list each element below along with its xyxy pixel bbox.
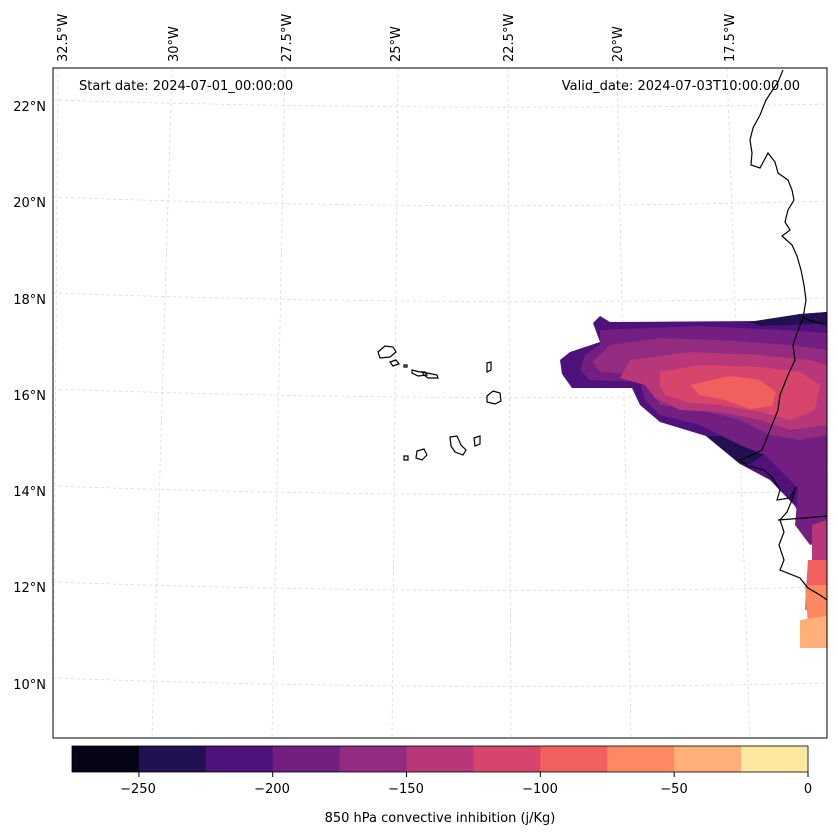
lon-label-17-5w: 17.5°W	[723, 14, 738, 62]
island-brava	[403, 455, 409, 461]
coastlines	[738, 69, 827, 601]
lon-label-22-5w: 22.5°W	[502, 14, 517, 62]
graticule	[53, 68, 827, 738]
colorbar-frame	[71, 745, 809, 773]
colorbar-bin	[138, 746, 207, 772]
start-date-label: Start date: 2024-07-01_00:00:00	[79, 79, 293, 94]
cape-verde-islands	[377, 345, 502, 461]
island-sao-nicolau-east	[420, 371, 439, 379]
island-boa-vista	[486, 390, 502, 405]
lon-label-32-5w: 32.5°W	[56, 14, 71, 62]
colorbar-tick-label: −100	[522, 782, 558, 797]
colorbar-bin	[741, 746, 809, 772]
colorbar-bin	[674, 746, 742, 772]
colorbar-tick-label: −50	[660, 782, 687, 797]
map-frame	[52, 67, 828, 739]
cin-band-6	[690, 376, 776, 409]
island-maio	[473, 435, 481, 447]
lon-label-30w: 30°W	[167, 26, 182, 62]
colorbar-bin	[540, 746, 608, 772]
lat-label-12n: 12°N	[13, 581, 46, 596]
cin-band-dark-1	[748, 312, 827, 326]
gambia-river	[777, 515, 827, 521]
colorbar-tick-label: 0	[804, 782, 812, 797]
colorbar-bin	[473, 746, 541, 772]
lat-label-20n: 20°N	[13, 196, 46, 211]
island-fogo	[415, 448, 428, 461]
cin-contour-field	[560, 312, 827, 648]
colorbar-ticks	[138, 772, 809, 777]
lat-label-10n: 10°N	[13, 678, 46, 693]
colorbar-title: 850 hPa convective inhibition (j/Kg)	[325, 811, 556, 826]
lat-label-16n: 16°N	[13, 389, 46, 404]
colorbar-bin	[339, 746, 408, 772]
colorbar-tick-label: −200	[254, 782, 290, 797]
island-sal	[486, 361, 492, 373]
africa-coastline	[738, 69, 827, 601]
colorbar-bin	[72, 746, 140, 772]
senegal-river	[802, 317, 827, 326]
lat-label-14n: 14°N	[13, 485, 46, 500]
colorbar-bin	[406, 746, 474, 772]
colorbar-tick-label: −150	[388, 782, 424, 797]
island-santa-luzia	[403, 364, 408, 368]
colorbar-bin	[607, 746, 675, 772]
cin-band-10	[805, 585, 827, 625]
colorbar-bins	[72, 746, 809, 772]
colorbar-bin	[272, 746, 341, 772]
lon-label-27-5w: 27.5°W	[280, 14, 295, 62]
island-santiago	[449, 435, 467, 456]
island-santo-antao	[377, 345, 397, 359]
lat-label-18n: 18°N	[13, 293, 46, 308]
lon-label-25w: 25°W	[389, 26, 404, 62]
colorbar-bin	[205, 746, 274, 772]
colorbar-tick-label: −250	[120, 782, 156, 797]
lat-label-22n: 22°N	[13, 100, 46, 115]
cin-band-11	[800, 616, 827, 648]
cin-band-8	[812, 520, 827, 565]
island-sao-vicente	[389, 359, 400, 367]
valid-date-label: Valid_date: 2024-07-03T10:00:00.00	[562, 79, 800, 94]
lon-label-20w: 20°W	[611, 26, 626, 62]
island-sao-nicolau	[411, 369, 429, 377]
